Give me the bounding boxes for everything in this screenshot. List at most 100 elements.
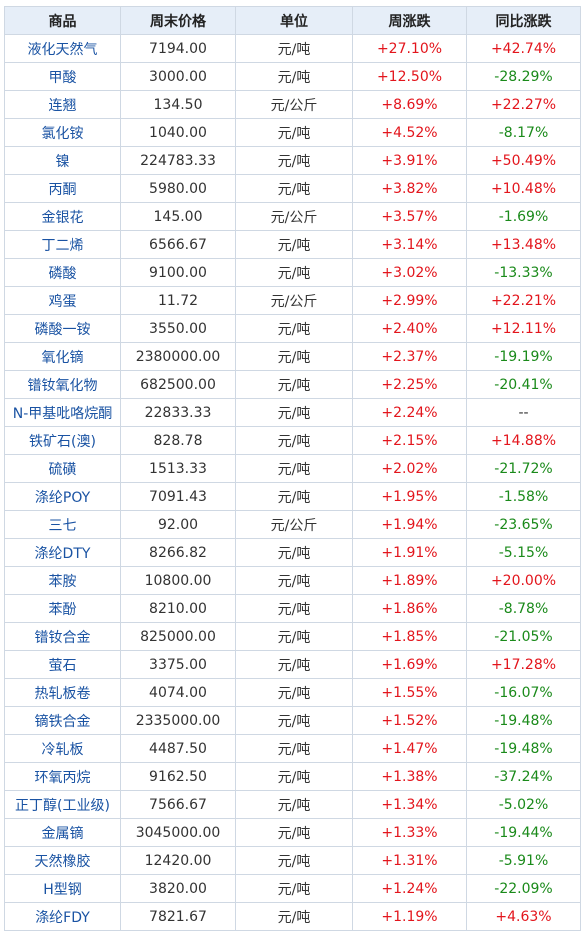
commodity-name[interactable]: H型钢	[4, 874, 121, 903]
weekend-price: 9162.50	[120, 762, 236, 791]
unit: 元/吨	[235, 398, 353, 427]
commodity-name[interactable]: 硫磺	[4, 454, 121, 483]
unit: 元/吨	[235, 370, 353, 399]
weekend-price: 3000.00	[120, 62, 236, 91]
commodity-name[interactable]: 苯胺	[4, 566, 121, 595]
weekend-price: 5980.00	[120, 174, 236, 203]
commodity-name[interactable]: 鸡蛋	[4, 286, 121, 315]
weekly-change: +3.02%	[352, 258, 467, 287]
header-weekend-price[interactable]: 周末价格	[120, 6, 236, 35]
unit: 元/吨	[235, 454, 353, 483]
commodity-name[interactable]: 镝铁合金	[4, 706, 121, 735]
yoy-change: +17.28%	[466, 650, 581, 679]
weekly-change: +1.55%	[352, 678, 467, 707]
commodity-name[interactable]: 氯化铵	[4, 118, 121, 147]
weekly-change: +1.86%	[352, 594, 467, 623]
commodity-name[interactable]: 金银花	[4, 202, 121, 231]
commodity-name[interactable]: 天然橡胶	[4, 846, 121, 875]
table-row: 热轧板卷 4074.00 元/吨 +1.55% -16.07%	[4, 678, 581, 707]
commodity-name[interactable]: 磷酸一铵	[4, 314, 121, 343]
commodity-name[interactable]: 涤纶POY	[4, 482, 121, 511]
weekly-change: +1.85%	[352, 622, 467, 651]
commodity-name[interactable]: 金属镝	[4, 818, 121, 847]
commodity-name[interactable]: 铁矿石(澳)	[4, 426, 121, 455]
table-row: 丙酮 5980.00 元/吨 +3.82% +10.48%	[4, 174, 581, 203]
unit: 元/吨	[235, 426, 353, 455]
commodity-name[interactable]: N-甲基吡咯烷酮	[4, 398, 121, 427]
commodity-name[interactable]: 磷酸	[4, 258, 121, 287]
table-row: 镨钕氧化物 682500.00 元/吨 +2.25% -20.41%	[4, 370, 581, 399]
commodity-name[interactable]: 丁二烯	[4, 230, 121, 259]
weekly-change: +1.89%	[352, 566, 467, 595]
yoy-change: -5.15%	[466, 538, 581, 567]
yoy-change: +12.11%	[466, 314, 581, 343]
unit: 元/吨	[235, 902, 353, 931]
weekend-price: 12420.00	[120, 846, 236, 875]
weekly-change: +1.38%	[352, 762, 467, 791]
yoy-change: -5.91%	[466, 846, 581, 875]
yoy-change: -22.09%	[466, 874, 581, 903]
yoy-change: -21.05%	[466, 622, 581, 651]
unit: 元/吨	[235, 230, 353, 259]
commodity-name[interactable]: 苯酚	[4, 594, 121, 623]
header-yoy-change[interactable]: 同比涨跌	[466, 6, 581, 35]
commodity-name[interactable]: 镍	[4, 146, 121, 175]
commodity-name[interactable]: 涤纶DTY	[4, 538, 121, 567]
weekly-change: +1.31%	[352, 846, 467, 875]
unit: 元/吨	[235, 342, 353, 371]
commodity-name[interactable]: 环氧丙烷	[4, 762, 121, 791]
commodity-name[interactable]: 甲酸	[4, 62, 121, 91]
commodity-name[interactable]: 丙酮	[4, 174, 121, 203]
weekly-change: +2.37%	[352, 342, 467, 371]
commodity-name[interactable]: 连翘	[4, 90, 121, 119]
unit: 元/吨	[235, 146, 353, 175]
header-weekly-change[interactable]: 周涨跌	[352, 6, 467, 35]
table-row: 三七 92.00 元/公斤 +1.94% -23.65%	[4, 510, 581, 539]
commodity-name[interactable]: 三七	[4, 510, 121, 539]
weekly-change: +1.52%	[352, 706, 467, 735]
unit: 元/吨	[235, 594, 353, 623]
unit: 元/公斤	[235, 202, 353, 231]
table-row: N-甲基吡咯烷酮 22833.33 元/吨 +2.24% --	[4, 398, 581, 427]
weekend-price: 825000.00	[120, 622, 236, 651]
table-row: 金属镝 3045000.00 元/吨 +1.33% -19.44%	[4, 818, 581, 847]
yoy-change: -21.72%	[466, 454, 581, 483]
commodity-name[interactable]: 萤石	[4, 650, 121, 679]
weekend-price: 7194.00	[120, 34, 236, 63]
unit: 元/吨	[235, 482, 353, 511]
weekend-price: 145.00	[120, 202, 236, 231]
table-row: 磷酸一铵 3550.00 元/吨 +2.40% +12.11%	[4, 314, 581, 343]
weekly-change: +2.40%	[352, 314, 467, 343]
yoy-change: +22.27%	[466, 90, 581, 119]
commodity-name[interactable]: 氧化镝	[4, 342, 121, 371]
commodity-name[interactable]: 镨钕合金	[4, 622, 121, 651]
unit: 元/吨	[235, 818, 353, 847]
table-row: 环氧丙烷 9162.50 元/吨 +1.38% -37.24%	[4, 762, 581, 791]
weekend-price: 2380000.00	[120, 342, 236, 371]
yoy-change: -1.69%	[466, 202, 581, 231]
weekend-price: 1513.33	[120, 454, 236, 483]
commodity-name[interactable]: 正丁醇(工业级)	[4, 790, 121, 819]
table-header: 商品 周末价格 单位 周涨跌 同比涨跌	[4, 6, 581, 35]
commodity-name[interactable]: 镨钕氧化物	[4, 370, 121, 399]
table-row: 涤纶DTY 8266.82 元/吨 +1.91% -5.15%	[4, 538, 581, 567]
unit: 元/吨	[235, 62, 353, 91]
unit: 元/吨	[235, 118, 353, 147]
unit: 元/吨	[235, 846, 353, 875]
header-unit[interactable]: 单位	[235, 6, 353, 35]
unit: 元/公斤	[235, 286, 353, 315]
yoy-change: +22.21%	[466, 286, 581, 315]
yoy-change: +50.49%	[466, 146, 581, 175]
yoy-change: -16.07%	[466, 678, 581, 707]
commodity-name[interactable]: 液化天然气	[4, 34, 121, 63]
weekly-change: +2.24%	[352, 398, 467, 427]
weekend-price: 3550.00	[120, 314, 236, 343]
commodity-name[interactable]: 冷轧板	[4, 734, 121, 763]
weekly-change: +2.15%	[352, 426, 467, 455]
yoy-change: -1.58%	[466, 482, 581, 511]
commodity-name[interactable]: 涤纶FDY	[4, 902, 121, 931]
header-commodity[interactable]: 商品	[4, 6, 121, 35]
unit: 元/公斤	[235, 510, 353, 539]
commodity-name[interactable]: 热轧板卷	[4, 678, 121, 707]
table-row: 镝铁合金 2335000.00 元/吨 +1.52% -19.48%	[4, 706, 581, 735]
